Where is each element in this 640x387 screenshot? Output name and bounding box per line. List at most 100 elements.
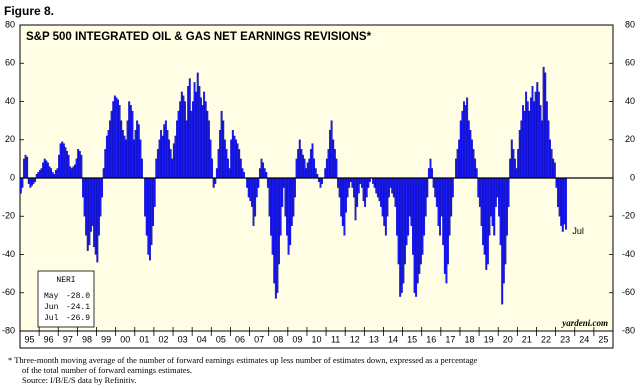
neri-month: Jun: [44, 303, 59, 312]
bar: [289, 177, 292, 246]
bar: [43, 158, 46, 179]
bar: [188, 78, 191, 179]
bar: [442, 177, 445, 246]
bar: [491, 177, 494, 226]
bar: [518, 130, 521, 179]
x-tick-label: 21: [522, 334, 532, 344]
bar: [144, 177, 147, 217]
bar: [399, 177, 402, 297]
bar: [123, 135, 126, 179]
bar: [408, 177, 411, 217]
bar: [338, 177, 341, 198]
bar: [271, 177, 274, 255]
bar: [161, 135, 164, 179]
bar: [235, 139, 237, 179]
bar: [177, 110, 180, 179]
bar: [23, 158, 25, 179]
neri-value: -26.9: [66, 314, 90, 323]
bar: [541, 120, 544, 179]
bar: [115, 97, 118, 179]
bar: [266, 177, 269, 188]
y2-tick-label: 60: [625, 58, 635, 68]
bar: [121, 130, 124, 179]
bar: [298, 139, 301, 179]
bar: [521, 105, 524, 179]
bar: [89, 177, 92, 232]
bar: [345, 177, 347, 213]
bar: [220, 110, 223, 179]
bar: [384, 177, 387, 236]
bar: [303, 158, 306, 179]
bar: [168, 139, 170, 179]
bar: [343, 177, 346, 236]
bar: [488, 177, 491, 236]
bar: [160, 130, 163, 179]
bar: [38, 170, 41, 179]
bar: [152, 177, 155, 226]
bar: [75, 158, 78, 179]
bar: [547, 120, 550, 179]
bar: [59, 143, 62, 179]
bar: [376, 177, 379, 198]
x-tick-label: 00: [120, 334, 130, 344]
bar: [502, 177, 505, 284]
bar: [302, 154, 304, 179]
bar: [419, 177, 422, 265]
bar: [31, 177, 33, 186]
bar: [187, 86, 190, 179]
x-tick-label: 98: [82, 334, 92, 344]
bar: [439, 177, 441, 236]
x-tick-label: 05: [216, 334, 226, 344]
bar: [510, 139, 513, 179]
bar: [265, 172, 268, 179]
x-tick-label: 19: [484, 334, 494, 344]
bar: [126, 120, 129, 179]
bar: [51, 172, 54, 179]
bar: [324, 168, 327, 179]
y2-tick-label: -20: [622, 211, 635, 221]
bar: [378, 177, 381, 202]
bar: [32, 177, 35, 184]
y2-tick-label: 0: [630, 172, 635, 182]
bar: [117, 99, 119, 179]
neri-box: NERI May -28.0 Jun -24.1 Jul -26.9: [37, 270, 95, 328]
bar: [537, 91, 540, 179]
bar: [209, 139, 212, 179]
bar: [204, 101, 207, 179]
bar: [61, 141, 64, 179]
bar: [274, 177, 277, 299]
bar: [110, 110, 113, 179]
bar: [24, 154, 27, 179]
bar: [486, 177, 489, 265]
x-tick-label: 22: [541, 334, 551, 344]
bar: [147, 177, 150, 255]
bar: [357, 177, 360, 194]
bar: [455, 158, 457, 179]
bar: [364, 177, 367, 207]
bar: [56, 168, 59, 179]
bar: [101, 177, 104, 198]
x-tick-label: 15: [407, 334, 417, 344]
bar: [504, 177, 507, 265]
bar: [424, 177, 427, 217]
bar: [70, 168, 73, 179]
x-tick-label: 97: [63, 334, 73, 344]
bar: [206, 110, 209, 179]
bar: [330, 120, 333, 179]
bar: [337, 177, 339, 188]
bar: [485, 177, 488, 270]
bar: [230, 139, 233, 179]
bar: [340, 177, 343, 217]
bar: [392, 177, 395, 198]
bar: [250, 177, 253, 207]
bar: [450, 177, 453, 217]
bar: [69, 166, 72, 179]
bar: [440, 177, 443, 217]
bar: [105, 135, 108, 179]
bar: [458, 139, 461, 179]
bar: [356, 177, 359, 207]
bar: [509, 158, 512, 179]
bar: [461, 110, 464, 179]
bar: [494, 177, 497, 207]
bar: [427, 168, 430, 179]
